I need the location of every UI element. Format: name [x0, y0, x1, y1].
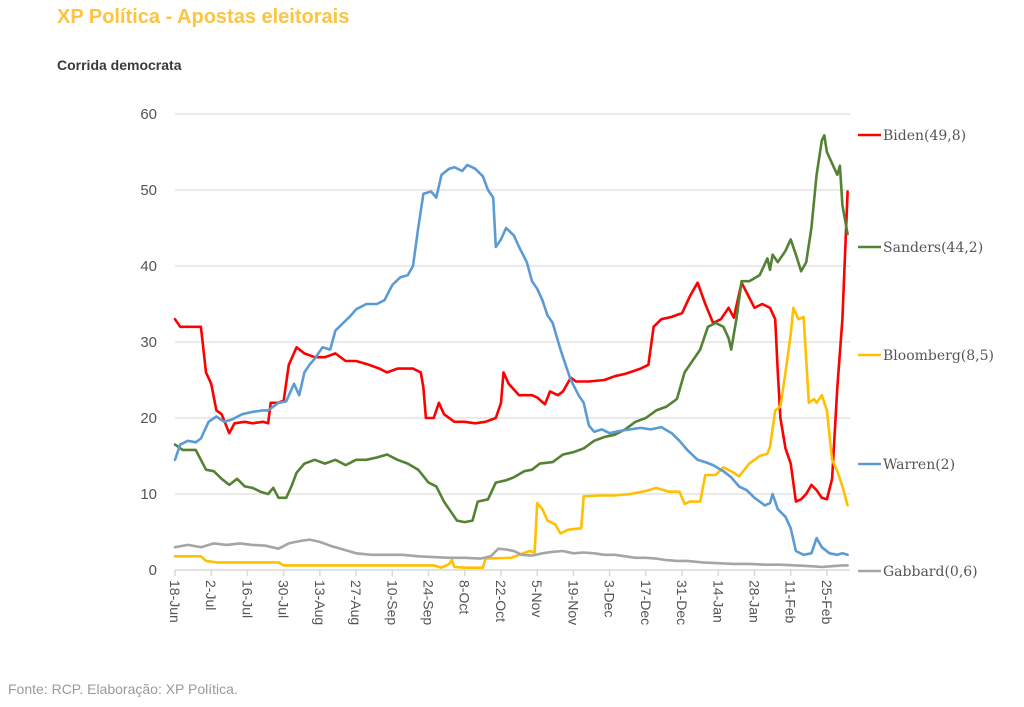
series-lines: [173, 134, 849, 569]
x-tick-label: 19-Nov: [565, 580, 581, 625]
x-tick-label: 14-Jan: [710, 580, 726, 623]
legend-label: Bloomberg(8,5): [883, 348, 994, 364]
legend-item-gabbard: Gabbard(0,6): [858, 564, 978, 580]
gridlines: [175, 113, 850, 495]
x-tick-label: 11-Feb: [783, 580, 799, 624]
x-tick-label: 17-Dec: [638, 580, 654, 625]
legend-label: Biden(49,8): [883, 128, 966, 144]
legend-item-warren: Warren(2): [858, 457, 955, 473]
legend-item-sanders: Sanders(44,2): [858, 240, 983, 256]
y-tick-label: 0: [149, 562, 157, 579]
chart-subtitle: Corrida democrata: [57, 57, 182, 73]
x-tick-label: 27-Aug: [348, 580, 364, 625]
x-tick-label: 22-Oct: [493, 580, 509, 622]
x-tick-label: 31-Dec: [674, 580, 690, 625]
legend: Biden(49,8) Sanders(44,2) Bloomberg(8,5) Wa…: [858, 128, 994, 580]
legend-label: Gabbard(0,6): [883, 564, 978, 580]
page-title: XP Política - Apostas eleitorais: [57, 6, 350, 28]
legend-label: Sanders(44,2): [883, 240, 983, 256]
x-tick-label: 16-Jul: [239, 580, 255, 618]
x-axis: 18-Jun 2-Jul 16-Jul 30-Jul 13-Aug 27-Aug 10-Se…: [167, 569, 850, 625]
series-line-biden: [173, 190, 849, 503]
legend-item-bloomberg: Bloomberg(8,5): [858, 348, 994, 364]
y-tick-label: 10: [140, 486, 157, 503]
y-tick-label: 30: [140, 334, 157, 351]
x-tick-label: 25-Feb: [819, 580, 835, 625]
series-line-gabbard: [173, 538, 849, 569]
y-tick-label: 60: [140, 106, 157, 123]
series-line-bloomberg: [173, 306, 849, 569]
series-line-sanders: [173, 134, 849, 524]
series-line-warren: [173, 163, 849, 557]
legend-label: Warren(2): [883, 457, 955, 473]
x-tick-label: 2-Jul: [203, 580, 219, 610]
x-tick-label: 8-Oct: [457, 580, 473, 614]
y-tick-label: 20: [140, 410, 157, 427]
y-tick-label: 50: [140, 182, 157, 199]
x-tick-label: 3-Dec: [602, 580, 618, 617]
x-tick-label: 30-Jul: [276, 580, 292, 618]
y-tick-label: 40: [140, 258, 157, 275]
source-note: Fonte: RCP. Elaboração: XP Política.: [8, 681, 238, 697]
x-tick-label: 5-Nov: [529, 580, 545, 617]
x-tick-label: 24-Sep: [421, 580, 437, 625]
x-tick-label: 28-Jan: [746, 580, 762, 623]
x-tick-label: 18-Jun: [167, 580, 183, 623]
x-tick-label: 10-Sep: [384, 580, 400, 625]
legend-item-biden: Biden(49,8): [858, 128, 966, 144]
x-tick-label: 13-Aug: [312, 580, 328, 625]
y-axis: 0 10 20 30 40 50 60: [140, 106, 157, 579]
